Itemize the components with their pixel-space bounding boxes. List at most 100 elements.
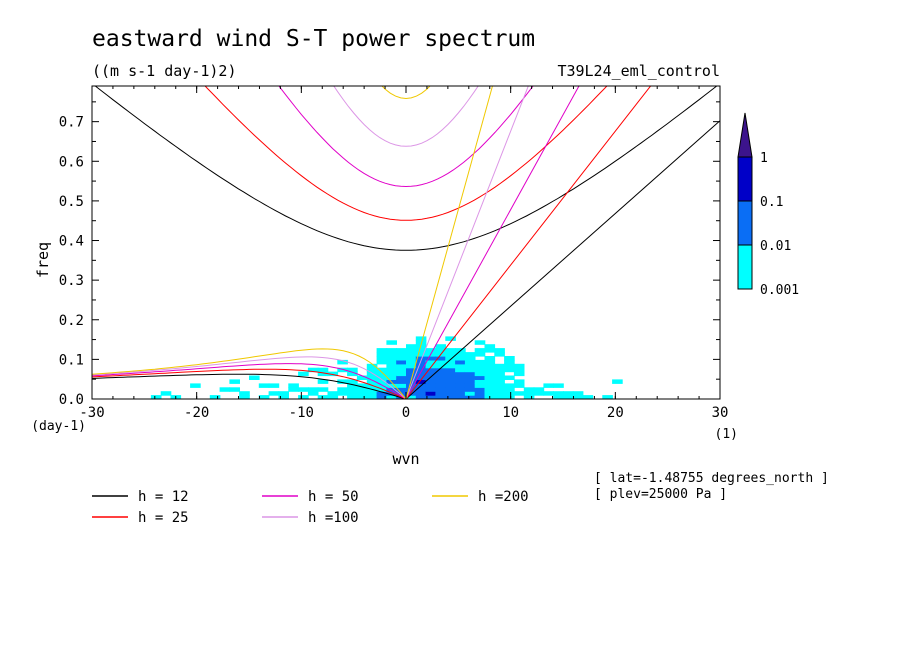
power-cell	[484, 387, 496, 392]
rossby-curve-h50	[92, 363, 407, 399]
colorbar: 1 0.1 0.01 0.001	[737, 112, 799, 298]
power-cell	[474, 391, 486, 396]
power-cell	[435, 348, 446, 353]
power-cell	[327, 371, 339, 377]
power-cell	[337, 359, 348, 365]
power-cell	[494, 387, 505, 392]
x-tick-label: 10	[502, 405, 519, 421]
x-tick-label: -20	[184, 405, 209, 421]
power-cell	[425, 383, 437, 388]
power-cell	[445, 375, 456, 380]
power-cell	[474, 363, 486, 369]
power-cell	[435, 367, 446, 373]
power-cell	[484, 344, 496, 349]
power-cell	[455, 375, 466, 380]
power-cell	[435, 375, 446, 380]
power-cell	[366, 379, 378, 384]
power-cell	[317, 387, 329, 392]
y-tick-label: 0.5	[59, 194, 84, 210]
power-cell	[445, 363, 456, 369]
power-cell	[464, 367, 476, 373]
power-cell	[474, 395, 486, 399]
power-cell	[474, 359, 486, 365]
power-cell	[484, 359, 496, 365]
power-cell	[455, 367, 466, 373]
power-cell	[464, 356, 476, 361]
power-cell	[494, 367, 505, 373]
power-cell	[464, 363, 476, 369]
power-cell	[494, 363, 505, 369]
power-cell	[415, 336, 427, 341]
power-cell	[425, 348, 437, 353]
power-cell	[435, 356, 446, 361]
power-cell	[484, 379, 496, 384]
power-cell	[553, 391, 564, 396]
units-label: ((m s-1 day-1)2)	[92, 62, 237, 80]
power-cell	[455, 395, 466, 399]
power-cell	[455, 387, 466, 392]
power-cell	[504, 395, 515, 399]
power-cell	[376, 395, 388, 399]
colorbar-segment	[737, 156, 753, 202]
power-cell	[376, 359, 388, 365]
power-cell	[406, 391, 417, 396]
x-unit-label: (1)	[715, 427, 738, 442]
power-cell	[455, 356, 466, 361]
power-cell	[415, 344, 427, 349]
power-cell	[386, 375, 397, 380]
power-cell	[464, 359, 476, 365]
power-cell	[406, 395, 417, 399]
power-cell	[376, 352, 388, 357]
power-cell	[425, 395, 437, 399]
power-cell	[366, 395, 378, 399]
power-cell	[494, 391, 505, 396]
power-cell	[445, 336, 456, 341]
ig-curve-h50	[278, 86, 534, 188]
power-cell	[347, 391, 358, 396]
power-cell	[406, 371, 417, 377]
power-cell	[445, 367, 456, 373]
power-cell	[406, 363, 417, 369]
power-cell	[396, 359, 407, 365]
power-cell	[415, 371, 427, 377]
y-unit-label: (day-1)	[31, 419, 86, 434]
info-plev: [ plev=25000 Pa ]	[594, 487, 727, 502]
power-cell	[415, 379, 427, 384]
power-cell	[435, 391, 446, 396]
y-tick-label: 0.2	[59, 313, 84, 329]
power-cell	[356, 395, 368, 399]
power-cell	[455, 352, 466, 357]
power-cell	[445, 348, 456, 353]
power-cell	[160, 391, 172, 396]
power-cell	[435, 395, 446, 399]
power-cell	[553, 395, 564, 399]
power-cell	[376, 367, 388, 373]
power-cell	[425, 371, 437, 377]
power-cell	[386, 395, 397, 399]
chart-title: eastward wind S-T power spectrum	[92, 26, 535, 52]
power-cell	[415, 375, 427, 380]
power-cell	[504, 375, 515, 380]
power-cell	[445, 379, 456, 384]
power-cell	[455, 371, 466, 377]
power-cell	[445, 391, 456, 396]
ig-curve-h12	[94, 86, 718, 251]
y-tick-label: 0.6	[59, 154, 84, 170]
power-cell	[425, 375, 437, 380]
power-cell	[415, 363, 427, 369]
info-latitude: [ lat=-1.48755 degrees_north ]	[594, 471, 829, 486]
power-cell	[415, 387, 427, 392]
power-cell	[406, 367, 417, 373]
power-cell	[425, 363, 437, 369]
power-cell	[356, 383, 368, 388]
power-cell	[435, 383, 446, 388]
power-cell	[474, 348, 486, 353]
x-tick-label: 20	[607, 405, 624, 421]
power-cell	[484, 356, 496, 361]
x-tick-label: 30	[712, 405, 729, 421]
power-cell	[435, 344, 446, 349]
legend-label: h =200	[478, 489, 529, 505]
ig-curve-h25	[204, 86, 608, 221]
power-cell	[474, 371, 486, 377]
